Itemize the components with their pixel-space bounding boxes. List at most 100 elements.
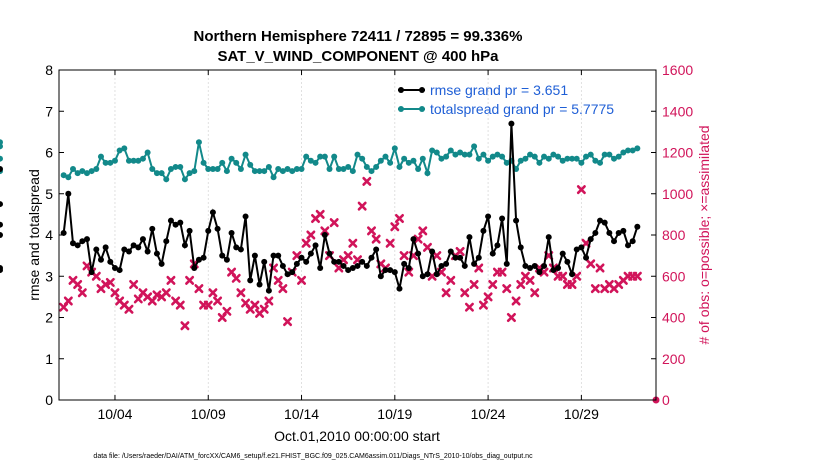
series-point	[326, 166, 333, 172]
series-point	[172, 221, 179, 228]
series-point	[0, 143, 3, 150]
assimilated-marker	[595, 263, 605, 273]
legend-rmse-marker	[419, 87, 425, 93]
assimilated-marker	[357, 201, 367, 211]
series-point	[149, 166, 156, 172]
series-point	[499, 153, 506, 160]
assimilated-marker	[441, 288, 451, 298]
legend-rmse-marker	[398, 87, 404, 93]
series-point	[433, 271, 440, 278]
y-tick-label: 8	[45, 62, 53, 78]
assimilated-marker	[385, 238, 395, 248]
series-point	[335, 258, 342, 265]
legend-spread-marker	[398, 106, 404, 112]
series-point	[429, 248, 436, 255]
series-point	[102, 244, 109, 251]
series-point	[387, 267, 394, 274]
series-point	[545, 234, 552, 241]
series-point	[219, 159, 226, 166]
series-point	[606, 229, 613, 236]
series-point	[615, 153, 622, 160]
series-point	[284, 166, 291, 172]
assimilated-marker	[213, 296, 223, 306]
x-tick-label: 10/14	[284, 406, 319, 422]
series-point	[265, 163, 272, 170]
series-point	[172, 163, 179, 170]
series-point	[438, 262, 445, 269]
series-point	[163, 238, 170, 245]
assimilated-marker	[558, 271, 568, 281]
series-point	[79, 238, 86, 245]
series-point	[573, 155, 580, 162]
assimilated-marker	[259, 304, 269, 314]
y2-tick-label: 0	[662, 392, 670, 408]
series-point	[522, 155, 529, 162]
series-point	[303, 258, 310, 265]
series-point	[181, 242, 188, 249]
series-point	[135, 157, 142, 164]
series-point	[587, 236, 594, 243]
series-point	[293, 166, 300, 172]
assimilated-marker	[273, 275, 283, 285]
series-point	[410, 157, 417, 164]
series-point	[382, 267, 389, 274]
series-point	[587, 151, 594, 158]
series-point	[447, 147, 454, 154]
series-point	[475, 254, 482, 261]
assimilated-marker	[478, 300, 488, 310]
assimilated-marker	[399, 251, 409, 261]
assimilated-marker	[343, 251, 353, 261]
series-point	[130, 157, 137, 164]
series-point	[321, 153, 328, 160]
series-point	[536, 269, 543, 276]
series-point	[125, 157, 132, 164]
assimilated-marker	[483, 292, 493, 302]
series-point	[443, 153, 450, 160]
series-point	[480, 151, 487, 158]
series-point	[200, 159, 207, 166]
series-point	[200, 254, 207, 261]
series-point	[531, 262, 538, 269]
series-point	[424, 170, 431, 177]
series-point	[83, 170, 90, 177]
series-point	[368, 168, 375, 175]
assimilated-marker	[530, 288, 540, 298]
left-axis: 0 1 2 3 4 5 6 7 8	[45, 62, 656, 408]
series-point	[107, 159, 114, 166]
y2-tick-label: 600	[662, 268, 686, 284]
series-point	[597, 159, 604, 166]
series-point	[620, 149, 627, 156]
series-point	[503, 260, 510, 267]
series-point	[443, 260, 450, 267]
series-point	[293, 260, 300, 267]
series-point	[555, 265, 562, 271]
series-point	[121, 246, 128, 253]
series-point	[153, 250, 160, 257]
y-tick-label: 5	[45, 186, 53, 202]
series-point	[135, 244, 142, 251]
y-tick-label: 0	[45, 392, 53, 408]
series-point	[83, 236, 90, 243]
x-tick-label: 10/19	[377, 406, 412, 422]
series-point	[74, 170, 81, 177]
series-point	[317, 265, 324, 271]
series-point	[214, 225, 221, 232]
series-point	[373, 246, 380, 253]
assimilated-marker	[175, 300, 185, 310]
x-axis-label: Oct.01,2010 00:00:00 start	[274, 428, 440, 444]
series-point	[303, 153, 310, 160]
series-point	[396, 163, 403, 170]
assimilated-marker	[488, 280, 498, 289]
series-point	[69, 166, 76, 172]
series-point	[307, 157, 314, 164]
series-point	[265, 287, 272, 294]
series-point	[233, 244, 240, 251]
assimilated-marker	[586, 259, 596, 269]
assimilated-marker	[422, 242, 432, 252]
series-point	[149, 225, 156, 232]
series-point	[247, 277, 254, 284]
series-point	[466, 151, 473, 158]
y2-tick-label: 200	[662, 351, 686, 367]
assimilated-marker	[506, 313, 516, 322]
series-point	[429, 147, 436, 154]
